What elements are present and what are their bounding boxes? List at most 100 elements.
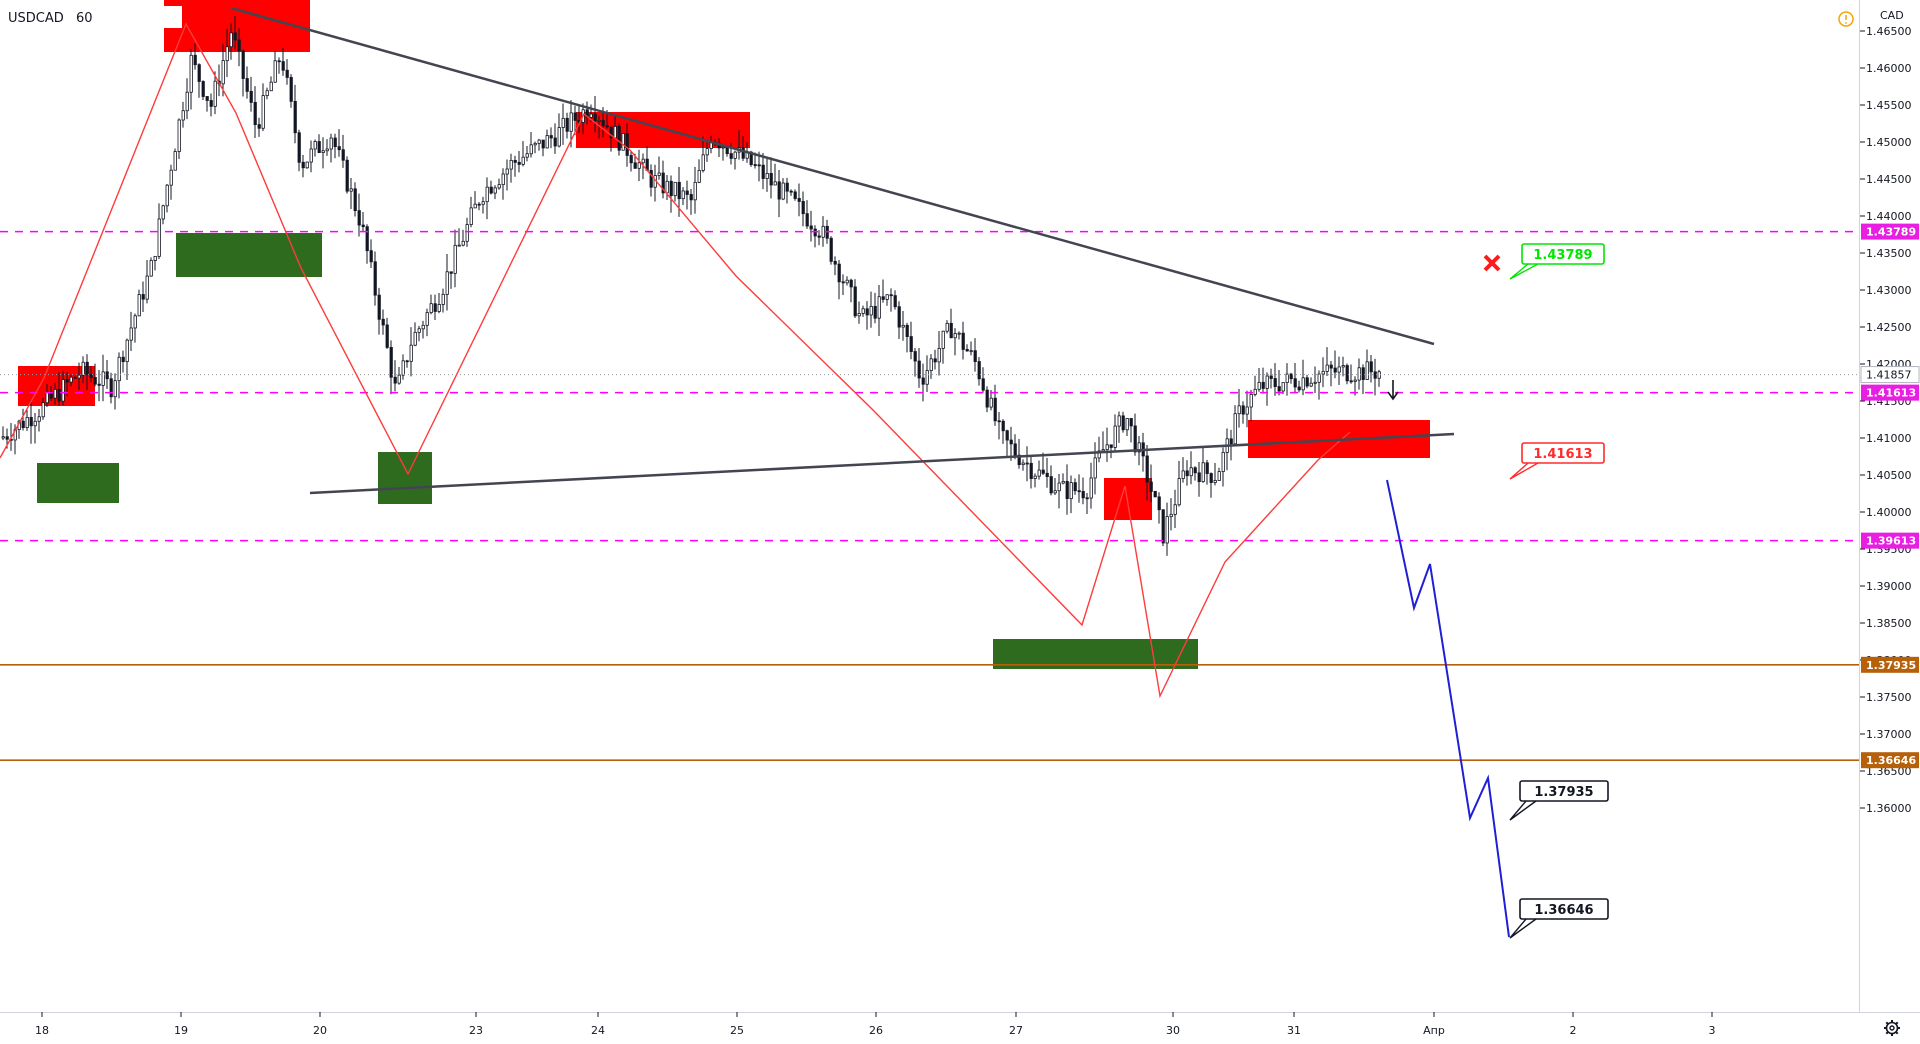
- candle-body: [329, 137, 333, 150]
- candle-body: [941, 330, 945, 349]
- candle-body: [769, 173, 773, 186]
- candle-body: [297, 132, 301, 163]
- candle-body: [1029, 462, 1033, 479]
- price-callout[interactable]: 1.41613: [1509, 442, 1605, 480]
- candle-body: [533, 142, 537, 146]
- candle-body: [1121, 415, 1125, 431]
- candle-body: [773, 181, 777, 186]
- candle-body: [1277, 386, 1281, 392]
- candle-body: [1237, 405, 1241, 415]
- candle-body: [1281, 382, 1285, 392]
- warning-icon[interactable]: [1838, 11, 1854, 27]
- candle-body: [1101, 449, 1105, 452]
- candle-body: [681, 190, 685, 200]
- candle-body: [565, 117, 569, 132]
- zone-notch: [164, 6, 182, 28]
- candle-body: [93, 377, 97, 385]
- candle-body: [1033, 475, 1037, 479]
- candle-body: [201, 81, 205, 97]
- projection-path: [1386, 479, 1510, 938]
- candle-body: [689, 194, 693, 201]
- candle-body: [985, 389, 989, 408]
- candle-body: [1145, 455, 1149, 483]
- candle-body: [1201, 462, 1205, 483]
- price-callout[interactable]: 1.37935: [1509, 780, 1609, 821]
- symbol-label[interactable]: USDCAD: [8, 11, 64, 26]
- time-tick-label: 24: [591, 1024, 605, 1037]
- candle-body: [1169, 513, 1173, 518]
- candle-body: [61, 379, 65, 402]
- candle-body: [561, 117, 565, 129]
- candle-body: [1157, 496, 1161, 511]
- candle-body: [253, 101, 257, 125]
- candle-body: [1161, 509, 1165, 544]
- candle-body: [589, 113, 593, 118]
- time-tick-label: 3: [1709, 1024, 1716, 1037]
- price-axis[interactable]: [1860, 0, 1920, 1012]
- time-tick-label: 19: [174, 1024, 188, 1037]
- cross-icon: [1483, 254, 1501, 272]
- supply-zone: [1104, 478, 1152, 520]
- candle-body: [701, 154, 705, 171]
- interval-label[interactable]: 60: [76, 11, 93, 26]
- candle-body: [1185, 470, 1189, 477]
- candle-body: [901, 324, 905, 328]
- candle-body: [629, 155, 633, 164]
- candle-body: [1229, 438, 1233, 445]
- candle-body: [209, 100, 213, 107]
- demand-zone: [176, 233, 322, 277]
- price-tick-label: 1.46500: [1866, 25, 1912, 38]
- gear-icon[interactable]: [1884, 1020, 1900, 1036]
- candle-body: [1085, 497, 1089, 500]
- price-callout[interactable]: 1.36646: [1509, 898, 1609, 939]
- callout-pointer: [1509, 263, 1539, 280]
- candle-body: [233, 32, 237, 41]
- candle-body: [1069, 482, 1073, 500]
- candle-body: [257, 124, 261, 129]
- candle-body: [477, 203, 481, 206]
- candle-body: [809, 225, 813, 230]
- candle-body: [1013, 443, 1017, 456]
- callout-pointer: [1509, 462, 1539, 480]
- candle-body: [1333, 367, 1337, 373]
- candle-body: [853, 286, 857, 317]
- candle-body: [877, 296, 881, 319]
- price-axis-ticks: 1.46500 1.46000 1.45500 1.45000 1.44500 1.440…: [1860, 25, 1912, 815]
- candle-body: [573, 112, 577, 121]
- candle-body: [397, 374, 401, 384]
- price-tick-label: 1.40000: [1866, 506, 1912, 519]
- level-tag-text: 1.37935: [1866, 659, 1916, 672]
- candle-body: [1205, 462, 1209, 474]
- candle-body: [213, 80, 217, 107]
- time-tick-label: 18: [35, 1024, 49, 1037]
- candle-body: [1177, 478, 1181, 506]
- price-tick-label: 1.36500: [1866, 765, 1912, 778]
- candle-body: [733, 151, 737, 159]
- candle-body: [885, 294, 889, 300]
- candle-body: [993, 397, 997, 422]
- candle-body: [849, 279, 853, 288]
- candle-body: [341, 149, 345, 161]
- level-tag-bg: [1861, 656, 1919, 673]
- candle-body: [569, 112, 573, 132]
- candle-body: [433, 303, 437, 312]
- price-tick-label: 1.43000: [1866, 284, 1912, 297]
- candle-body: [165, 184, 169, 207]
- candle-body: [933, 358, 937, 363]
- candle-body: [1001, 420, 1005, 432]
- candle-body: [361, 224, 365, 228]
- candle-body: [369, 250, 373, 263]
- candle-body: [905, 324, 909, 337]
- candle-body: [1133, 425, 1137, 453]
- time-axis[interactable]: [0, 1012, 1860, 1044]
- horizontal-levels: [0, 230, 1860, 761]
- candle-body: [997, 420, 1001, 423]
- candle-body: [889, 294, 893, 297]
- price-callout[interactable]: 1.43789: [1509, 243, 1605, 280]
- candle-body: [1089, 477, 1093, 499]
- candle-body: [1065, 480, 1069, 500]
- candle-body: [729, 153, 733, 159]
- candle-body: [473, 203, 477, 209]
- candle-body: [1245, 406, 1249, 415]
